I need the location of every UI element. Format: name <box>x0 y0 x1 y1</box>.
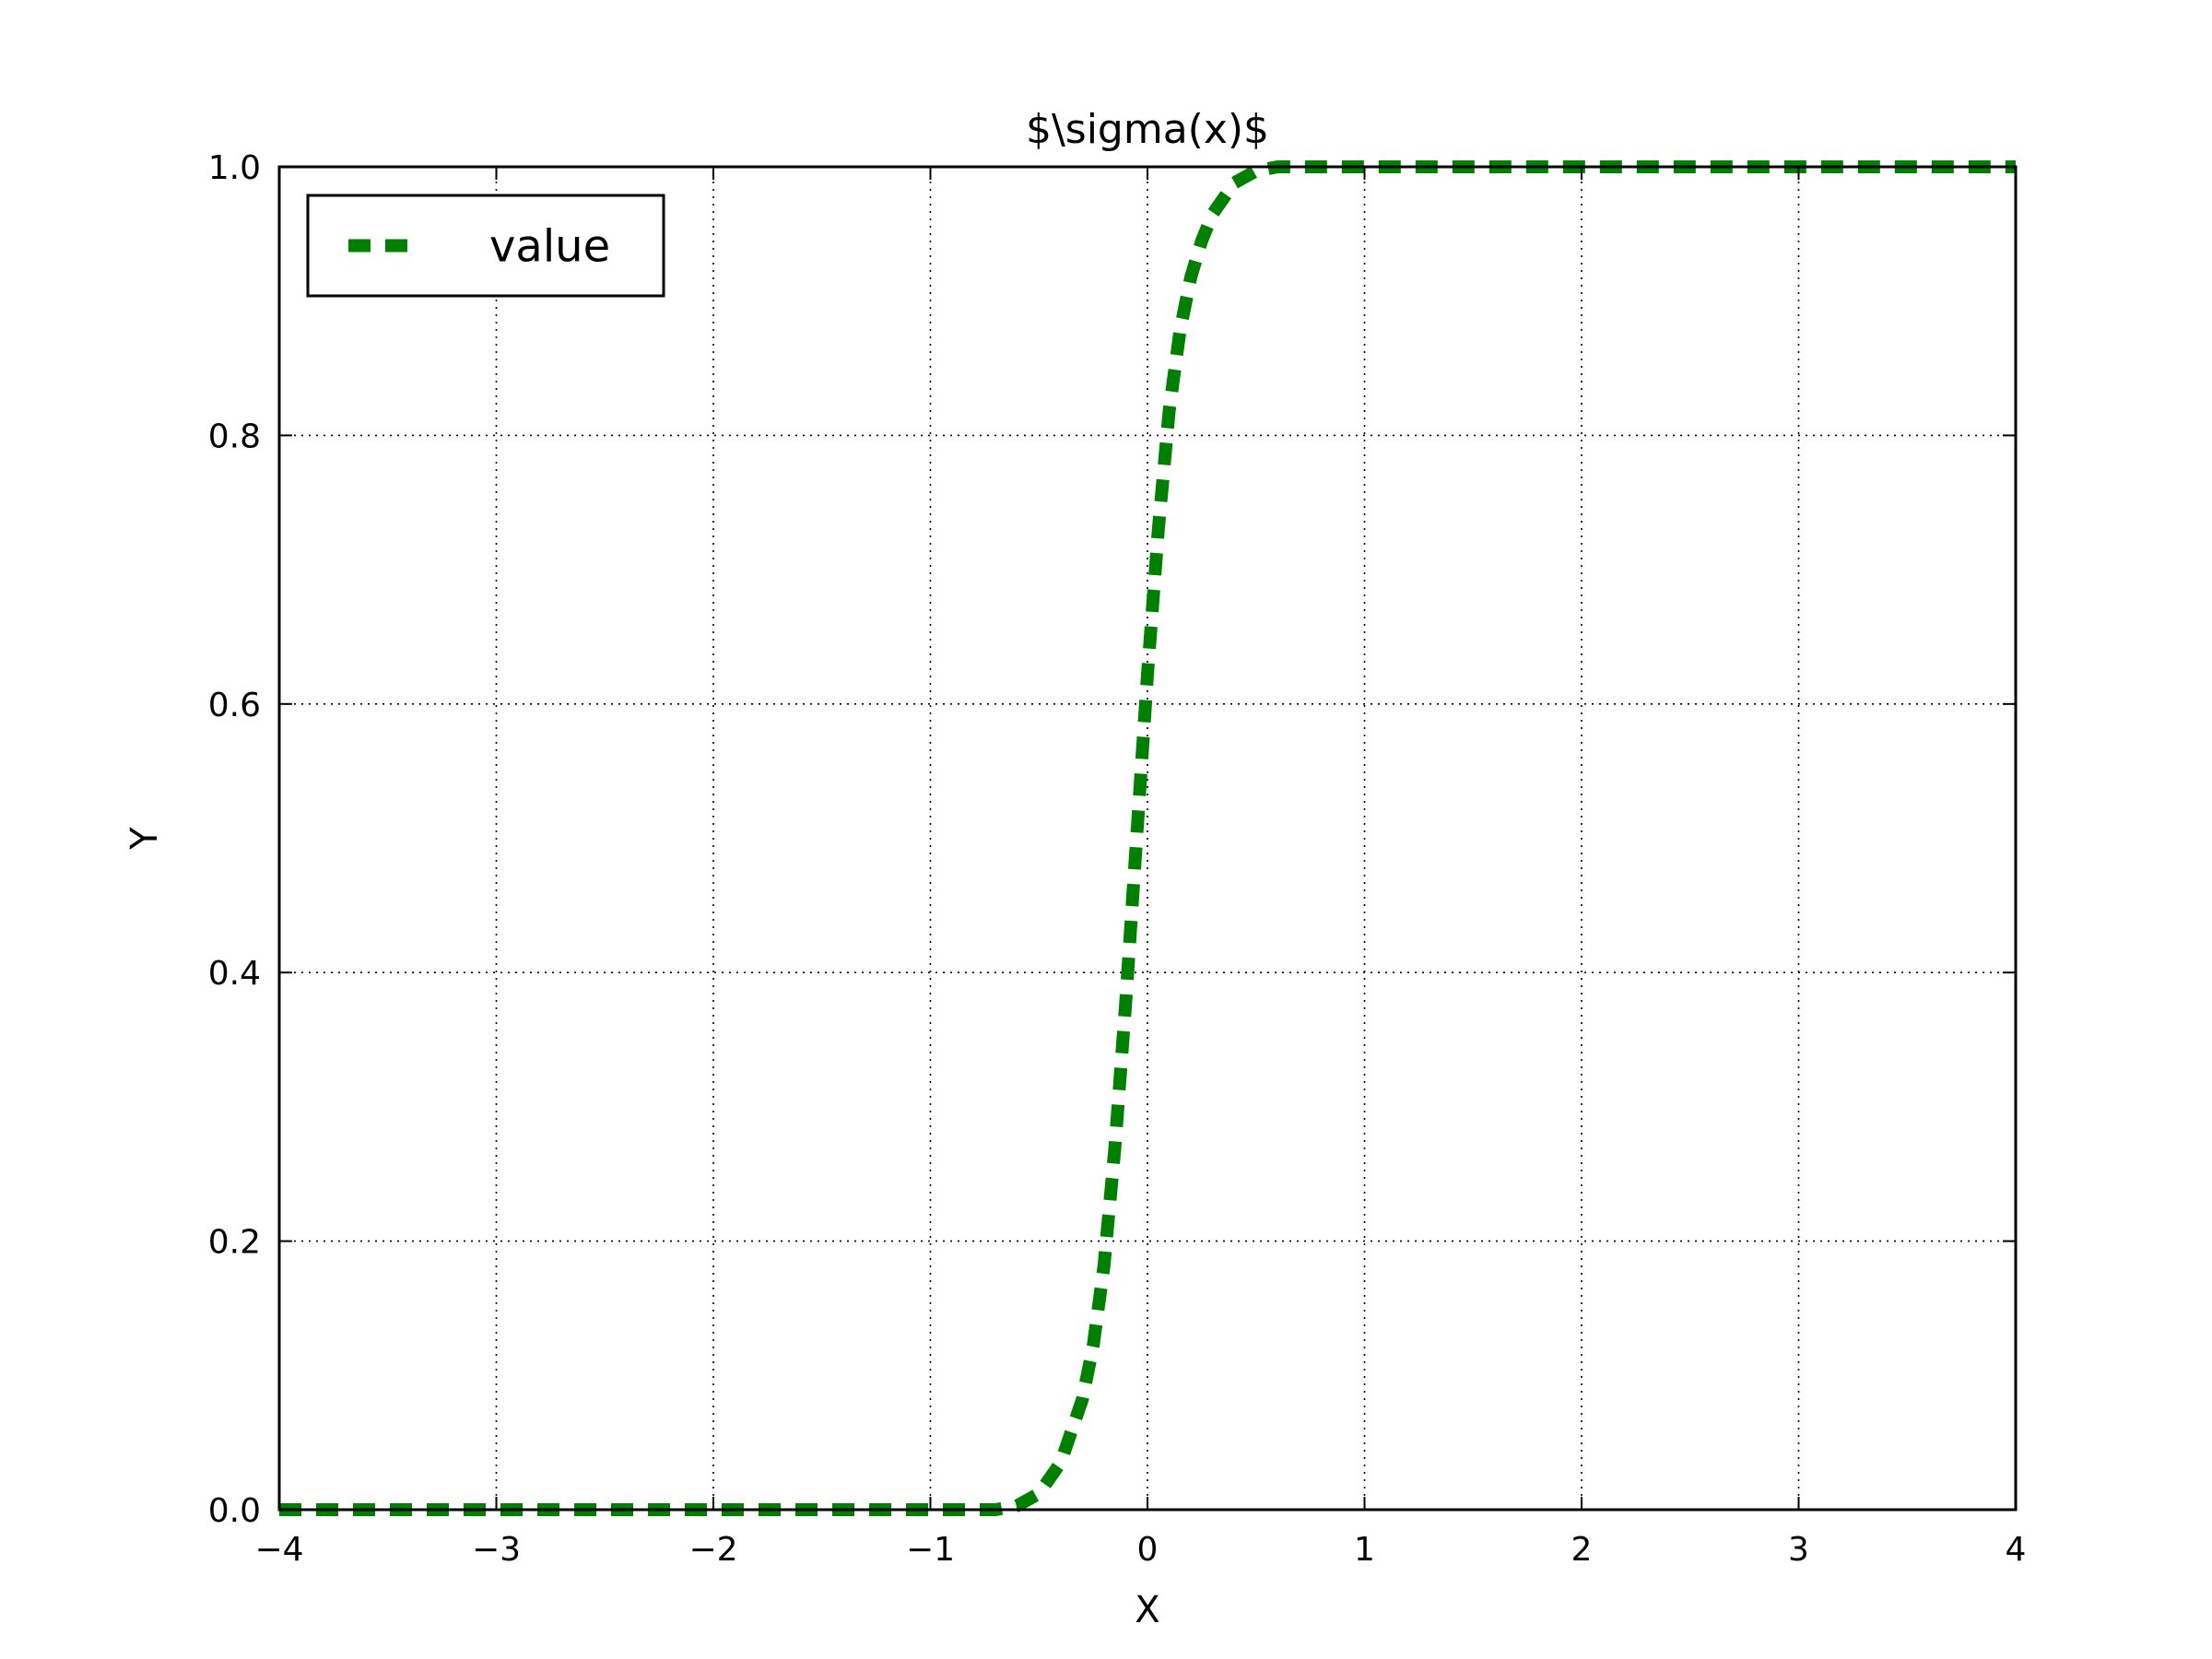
y-tick-label: 0.4 <box>208 955 261 993</box>
x-tick-label: −1 <box>906 1531 955 1569</box>
x-tick-label: −2 <box>688 1531 737 1569</box>
chart-title: $\sigma(x)$ <box>1026 106 1269 153</box>
x-tick-label: −4 <box>254 1531 303 1569</box>
series-layer <box>279 160 2016 1516</box>
y-tick-label: 0.8 <box>208 418 261 455</box>
x-tick-label: 4 <box>2006 1531 2027 1569</box>
legend: value <box>306 194 665 298</box>
grid <box>279 167 2016 1510</box>
x-tick-label: −3 <box>472 1531 521 1569</box>
x-tick-label: 2 <box>1571 1531 1593 1569</box>
x-tick-label: 1 <box>1354 1531 1375 1569</box>
ticks: −4 −3 −2 −1 0 1 2 3 4 0.0 0.2 0.4 0.6 0.8 1.0 <box>208 149 2027 1569</box>
y-tick-label: 0.2 <box>208 1224 261 1262</box>
x-tick-label: 0 <box>1137 1531 1159 1569</box>
y-tick-label: 1.0 <box>208 149 261 187</box>
legend-label: value <box>489 221 610 273</box>
y-tick-label: 0.6 <box>208 687 261 724</box>
x-tick-label: 3 <box>1788 1531 1809 1569</box>
series-line-value <box>279 160 2016 1516</box>
x-axis-label: X <box>1135 1589 1159 1631</box>
y-tick-label: 0.0 <box>208 1492 261 1530</box>
y-axis-label: Y <box>124 827 166 851</box>
